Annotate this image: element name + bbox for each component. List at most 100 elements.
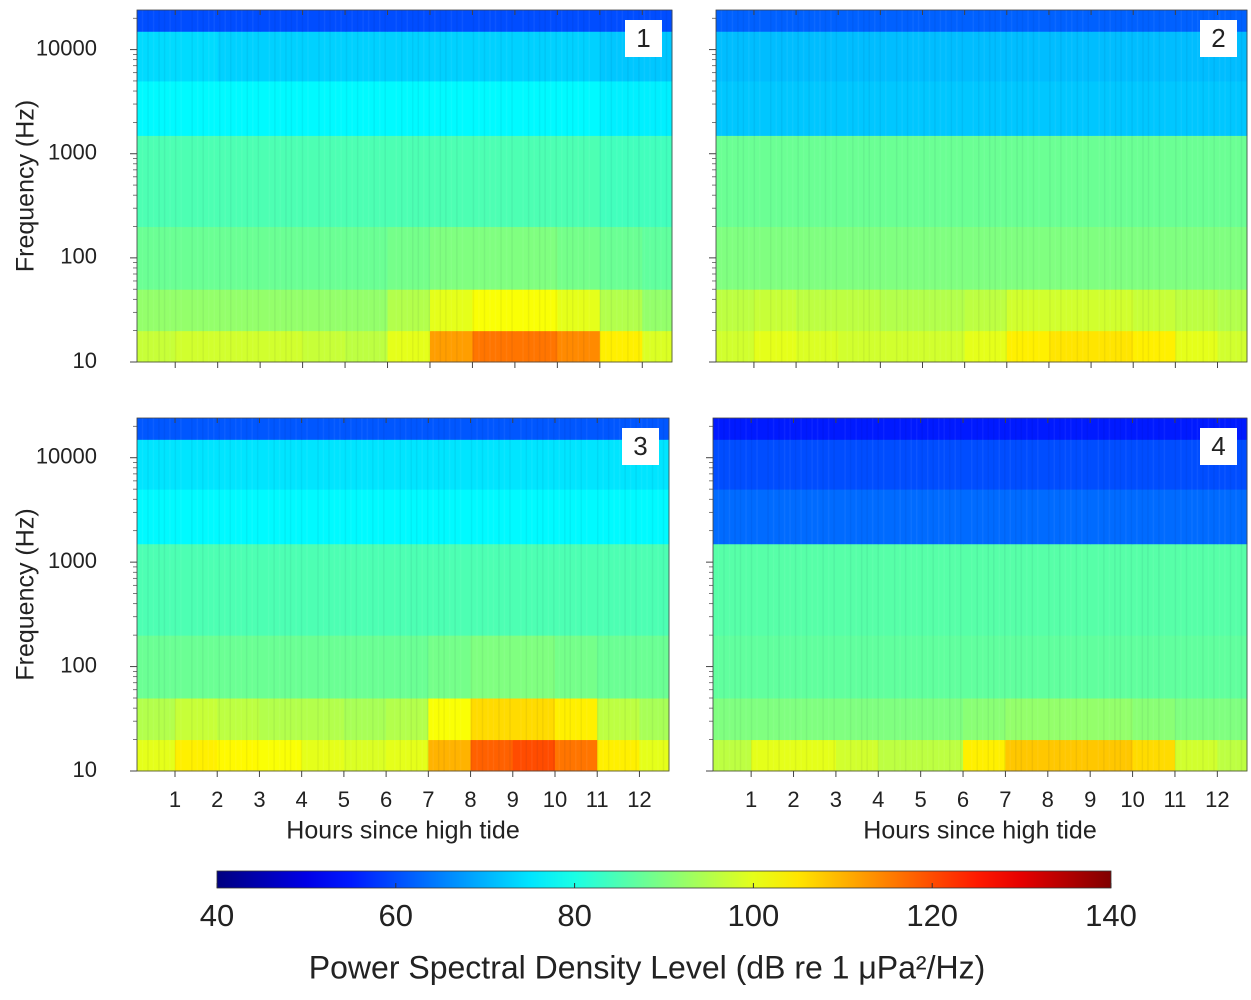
heat-cell — [1048, 289, 1092, 332]
heat-cell — [796, 330, 839, 363]
heat-cell — [512, 635, 556, 699]
heat-cell — [751, 739, 795, 772]
heat-cell — [429, 330, 473, 363]
heat-cell — [1090, 635, 1134, 699]
heat-cell — [1217, 739, 1248, 772]
heat-cell — [260, 226, 304, 290]
heat-cell — [1091, 289, 1134, 332]
heat-cell — [639, 489, 670, 545]
heat-cell — [175, 289, 219, 332]
heat-cell — [920, 739, 964, 772]
heat-cell — [716, 80, 755, 136]
heat-cell — [512, 489, 556, 545]
heat-cell — [1005, 439, 1049, 490]
heat-cell — [557, 80, 601, 136]
heat-cell — [1006, 135, 1050, 228]
heat-cell — [922, 31, 966, 82]
heat-cell — [835, 739, 879, 772]
heat-cell — [345, 289, 389, 332]
heat-cell — [1006, 330, 1050, 363]
heat-cell — [343, 698, 387, 741]
heat-cell — [713, 489, 752, 545]
heat-cell — [964, 135, 1008, 228]
heat-cell — [639, 739, 670, 772]
heat-cell — [301, 739, 345, 772]
heat-cell — [922, 226, 966, 290]
heat-cell — [137, 543, 176, 636]
x-tick-label: 9 — [1084, 787, 1096, 812]
heat-cell — [217, 135, 261, 228]
heat-cell — [1090, 698, 1134, 741]
heat-cell — [922, 80, 966, 136]
heat-cell — [838, 226, 881, 290]
heat-cell — [880, 135, 923, 228]
heat-cell — [1006, 80, 1050, 136]
heat-cell — [386, 543, 429, 636]
heat-cell — [642, 135, 673, 228]
x-tick-label: 10 — [543, 787, 567, 812]
heat-cell — [1005, 418, 1049, 440]
heat-cell — [1217, 635, 1248, 699]
heat-cell — [429, 10, 473, 32]
heat-cell — [1090, 418, 1134, 440]
heat-cell — [922, 330, 966, 363]
heat-cell — [217, 698, 260, 741]
heat-cell — [470, 489, 514, 545]
heat-cell — [1006, 289, 1050, 332]
heat-cell — [137, 418, 176, 440]
heat-cell — [963, 635, 1006, 699]
heat-cell — [713, 418, 752, 440]
heat-cell — [713, 635, 752, 699]
heat-cell — [838, 10, 881, 32]
heat-cell — [878, 698, 922, 741]
heat-cell — [1175, 330, 1218, 363]
heat-cell — [597, 739, 640, 772]
heat-cell — [1047, 543, 1091, 636]
y-tick-label: 10 — [73, 348, 97, 373]
x-tick-label: 8 — [464, 787, 476, 812]
heat-cell — [1217, 135, 1248, 228]
heat-cell — [301, 439, 345, 490]
heat-cell — [555, 489, 598, 545]
heat-cell — [1132, 635, 1176, 699]
heat-cell — [1133, 80, 1176, 136]
heat-cell — [963, 739, 1006, 772]
heat-cell — [963, 489, 1006, 545]
heat-cell — [599, 330, 643, 363]
heat-cell — [302, 135, 346, 228]
heat-cell — [878, 635, 922, 699]
heat-cell — [713, 439, 752, 490]
heat-cell — [259, 698, 303, 741]
heat-cell — [512, 418, 556, 440]
heat-cell — [753, 80, 797, 136]
heat-cell — [1091, 330, 1134, 363]
heat-cell — [386, 489, 429, 545]
heat-cell — [878, 489, 922, 545]
heat-cell — [343, 635, 387, 699]
heat-cell — [1091, 10, 1134, 32]
heat-cell — [555, 543, 598, 636]
heat-cell — [1132, 489, 1176, 545]
heat-cell — [1133, 330, 1176, 363]
heat-cell — [175, 31, 219, 82]
heat-cell — [429, 31, 473, 82]
heat-cell — [470, 439, 514, 490]
heat-cell — [1005, 698, 1049, 741]
heat-cell — [472, 226, 516, 290]
heat-cell — [555, 439, 598, 490]
heat-cell — [472, 10, 516, 32]
heat-cell — [793, 418, 837, 440]
heat-cell — [922, 135, 966, 228]
colorbar-tick-label: 140 — [1085, 898, 1137, 933]
heat-cell — [639, 543, 670, 636]
axes-frame — [136, 417, 670, 772]
x-tick-label: 2 — [787, 787, 799, 812]
heat-cell — [1006, 31, 1050, 82]
heat-cell — [796, 226, 839, 290]
heat-cell — [838, 330, 881, 363]
heat-cell — [796, 135, 839, 228]
heat-cell — [175, 543, 218, 636]
heat-cell — [835, 543, 879, 636]
heat-cell — [1047, 739, 1091, 772]
heat-cell — [514, 226, 558, 290]
